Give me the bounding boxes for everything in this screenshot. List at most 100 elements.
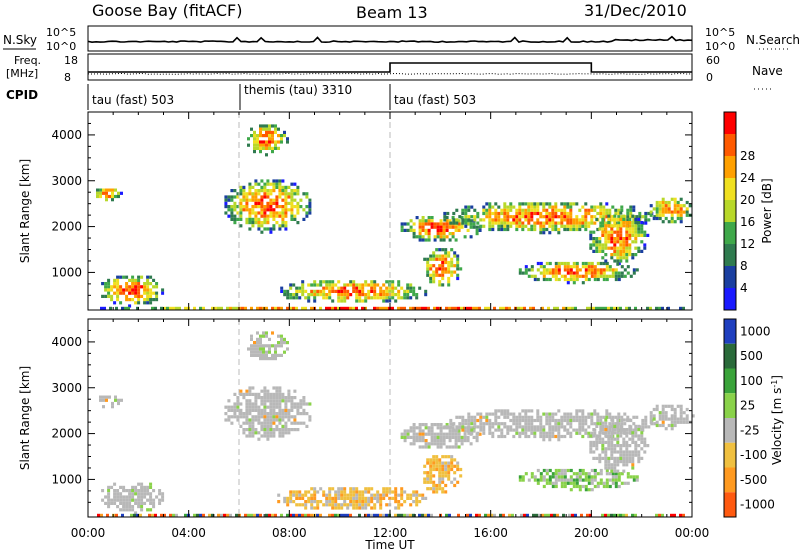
heatmap-cell — [643, 437, 647, 441]
heatmap-cell — [625, 450, 629, 454]
heatmap-cell — [625, 456, 629, 460]
heatmap-cell — [587, 271, 591, 275]
heatmap-cell — [452, 211, 456, 216]
heatmap-cell — [259, 130, 262, 134]
heatmap-cell — [466, 222, 470, 226]
heatmap-cell — [500, 211, 504, 216]
heatmap-cell — [560, 472, 564, 476]
heatmap-cell — [263, 185, 267, 189]
velocity-colorbar-label-close: ] — [770, 375, 784, 380]
heatmap-cell — [266, 437, 270, 441]
heatmap-cell — [473, 422, 477, 426]
heatmap-cell — [629, 215, 633, 219]
heatmap-cell — [632, 208, 636, 212]
heatmap-cell — [545, 227, 549, 232]
heatmap-cell — [379, 289, 383, 293]
heatmap-cell — [451, 435, 455, 439]
heatmap-cell — [568, 513, 571, 517]
heatmap-cell — [595, 447, 599, 451]
heatmap-cell — [226, 306, 229, 310]
heatmap-cell — [545, 415, 549, 419]
heatmap-cell — [530, 472, 534, 476]
heatmap-cell — [637, 221, 641, 225]
heatmap-cell — [584, 218, 588, 222]
colorbar-tick-label: 12 — [740, 237, 755, 251]
heatmap-cell — [616, 227, 620, 231]
heatmap-cell — [199, 513, 202, 517]
heatmap-cell — [613, 456, 617, 460]
heatmap-cell — [427, 306, 430, 310]
heatmap-cell — [421, 306, 424, 310]
heatmap-cell — [211, 513, 214, 517]
heatmap-cell — [629, 211, 633, 216]
heatmap-cell — [439, 426, 443, 430]
heatmap-cell — [433, 442, 437, 446]
heatmap-cell — [254, 431, 258, 435]
heatmap-cell — [310, 503, 314, 507]
heatmap-cell — [658, 207, 662, 211]
heatmap-cell — [608, 268, 612, 272]
heatmap-cell — [463, 432, 467, 436]
heatmap-cell — [275, 201, 279, 205]
heatmap-cell — [355, 296, 359, 300]
heatmap-cell — [456, 467, 460, 472]
heatmap-cell — [611, 271, 615, 275]
heatmap-cell — [607, 437, 611, 441]
heatmap-cell — [485, 422, 489, 426]
heatmap-cell — [628, 227, 632, 231]
heatmap-cell — [444, 251, 448, 255]
heatmap-cell — [625, 253, 629, 257]
heatmap-cell — [506, 205, 510, 209]
heatmap-cell — [521, 478, 525, 482]
heatmap-cell — [478, 432, 482, 436]
heatmap-cell — [497, 428, 501, 432]
heatmap-cell — [503, 434, 507, 439]
heatmap-cell — [563, 265, 567, 269]
heatmap-cell — [536, 202, 540, 206]
heatmap-cell — [254, 205, 258, 209]
heatmap-cell — [545, 481, 549, 485]
heatmap-cell — [637, 460, 641, 464]
heatmap-cell — [557, 268, 561, 272]
heatmap-cell — [447, 264, 451, 268]
heatmap-cell — [518, 415, 522, 419]
heatmap-cell — [566, 431, 570, 435]
heatmap-cell — [337, 293, 341, 297]
heatmap-cell — [415, 490, 419, 494]
heatmap-cell — [281, 205, 285, 209]
heatmap-cell — [423, 477, 427, 481]
heatmap-cell — [578, 431, 582, 435]
heatmap-cell — [117, 401, 120, 406]
heatmap-cell — [100, 306, 103, 310]
heatmap-cell — [298, 503, 302, 507]
heatmap-cell — [269, 230, 273, 234]
heatmap-cell — [429, 280, 433, 284]
heatmap-cell — [272, 179, 276, 183]
heatmap-cell — [272, 214, 276, 218]
heatmap-cell — [444, 490, 448, 494]
heatmap-cell — [284, 399, 288, 403]
heatmap-cell — [340, 296, 344, 300]
heatmap-cell — [634, 230, 638, 234]
heatmap-cell — [403, 500, 407, 504]
heatmap-cell — [444, 260, 448, 265]
heatmap-cell — [545, 478, 549, 482]
heatmap-cell — [263, 392, 267, 396]
heatmap-cell — [569, 268, 573, 272]
heatmap-cell — [367, 500, 371, 504]
heatmap-cell — [284, 224, 288, 228]
heatmap-cell — [607, 513, 610, 517]
heatmap-cell — [116, 498, 120, 502]
heatmap-cell — [376, 306, 379, 310]
heatmap-cell — [560, 221, 564, 225]
heatmap-cell — [313, 289, 317, 293]
heatmap-cell — [316, 490, 320, 494]
heatmap-cell — [536, 409, 540, 413]
heatmap-cell — [268, 344, 271, 348]
heatmap-cell — [613, 243, 617, 247]
heatmap-cell — [418, 432, 422, 436]
heatmap-cell — [131, 278, 135, 282]
heatmap-cell — [308, 402, 312, 406]
heatmap-cell — [521, 215, 525, 219]
